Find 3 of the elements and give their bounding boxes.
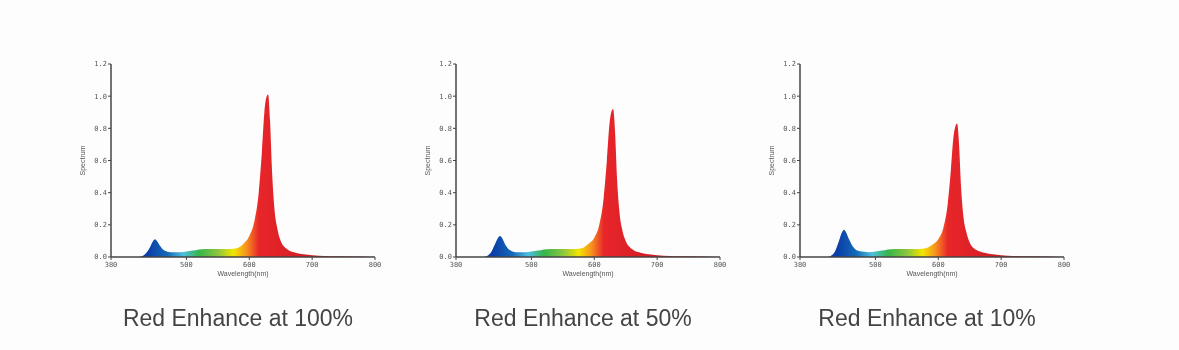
- text: Red Enhance at 100%: [122, 305, 354, 331]
- text: Red Enhance at 50%: [474, 305, 692, 331]
- text: Red Enhance at 10%: [818, 305, 1036, 331]
